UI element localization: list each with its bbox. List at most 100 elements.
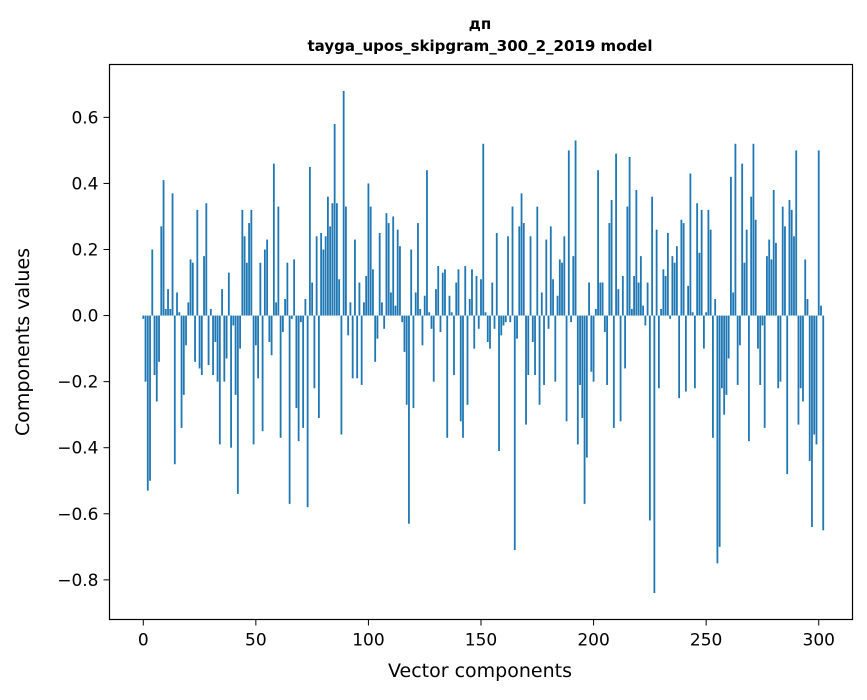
chart-title-line1: дп [469,15,491,33]
bar-40 [232,315,235,326]
bar-254 [714,299,717,316]
bar-288 [790,209,793,316]
bar-225 [648,315,651,521]
bar-270 [750,196,753,316]
bar-29 [207,315,210,366]
bar-180 [547,315,550,329]
bar-176 [538,315,541,405]
bar-159 [500,315,503,336]
bar-51 [257,315,259,379]
bar-200 [592,315,595,382]
bar-34 [218,315,221,445]
bar-95 [356,315,359,379]
bar-125 [423,295,426,316]
bar-185 [558,259,561,316]
bar-227 [653,315,656,594]
plot-frame [108,63,854,621]
bar-289 [793,236,795,316]
y-tick-label-5: 0.2 [71,241,98,261]
bar-264 [736,315,739,385]
bar-142 [462,315,464,438]
bar-126 [426,170,428,316]
bar-266 [741,163,744,316]
y-tick-label-2: −0.4 [57,439,98,459]
bar-219 [635,190,638,316]
bar-78 [317,315,320,418]
bar-26 [200,315,203,376]
y-axis: −0.8 −0.6 −0.4 −0.2 0.0 0.2 0.4 0.6 [57,108,110,591]
bar-233 [666,232,669,316]
bar-187 [563,236,566,316]
bar-188 [565,315,568,422]
bar-153 [486,315,489,342]
bar-296 [808,315,811,461]
bar-143 [464,266,467,316]
bar-84 [331,203,334,316]
bar-300 [817,150,820,316]
bar-121 [414,292,417,316]
bar-81 [324,236,327,316]
bar-294 [804,259,807,316]
bar-77 [315,236,318,316]
bar-113 [396,229,399,316]
bar-238 [678,315,681,399]
bar-104 [376,315,379,339]
bar-147 [473,315,476,349]
y-tick-label-3: −0.2 [57,373,98,393]
bar-297 [811,315,813,527]
bar-204 [601,282,604,316]
bar-50 [254,315,257,346]
bar-6 [155,315,158,402]
bar-246 [696,203,699,316]
bar-4 [151,249,154,316]
y-tick-label-6: 0.4 [71,174,98,194]
bar-12 [169,308,172,316]
bar-275 [761,315,764,326]
y-tick-label-4: 0.0 [71,307,98,327]
bar-96 [358,282,361,316]
bar-231 [662,269,665,316]
bar-239 [680,219,683,316]
bar-38 [227,272,230,316]
bar-194 [579,315,581,385]
y-tick-label-0: −0.8 [57,571,98,591]
bar-158 [498,315,500,452]
bar-140 [457,269,460,316]
bar-11 [167,289,169,316]
bar-163 [509,315,512,323]
bar-15 [176,292,178,316]
bar-114 [399,246,401,316]
bar-191 [572,256,575,316]
bar-22 [191,262,194,316]
bar-237 [675,246,678,316]
bar-287 [788,199,791,316]
bar-82 [327,196,329,316]
bar-221 [639,256,642,316]
bar-272 [754,219,757,316]
bar-7 [158,315,160,362]
bar-103 [374,315,377,362]
bar-291 [797,315,800,425]
bar-183 [554,315,557,382]
bar-241 [684,315,687,392]
bar-243 [689,173,692,316]
bar-157 [495,232,498,316]
bar-160 [502,315,505,326]
bar-89 [342,90,345,316]
bar-42 [236,315,239,494]
bar-48 [250,209,253,316]
bar-5 [153,315,156,376]
bar-10 [164,308,167,316]
bar-17 [180,315,183,428]
bar-133 [441,272,444,316]
bar-2 [146,315,149,491]
bar-242 [687,285,690,316]
bar-220 [637,282,640,316]
bar-72 [304,299,307,316]
bar-184 [556,295,559,316]
bar-111 [392,216,395,316]
bar-251 [707,209,710,316]
bar-24 [196,209,199,316]
bar-247 [698,252,701,316]
